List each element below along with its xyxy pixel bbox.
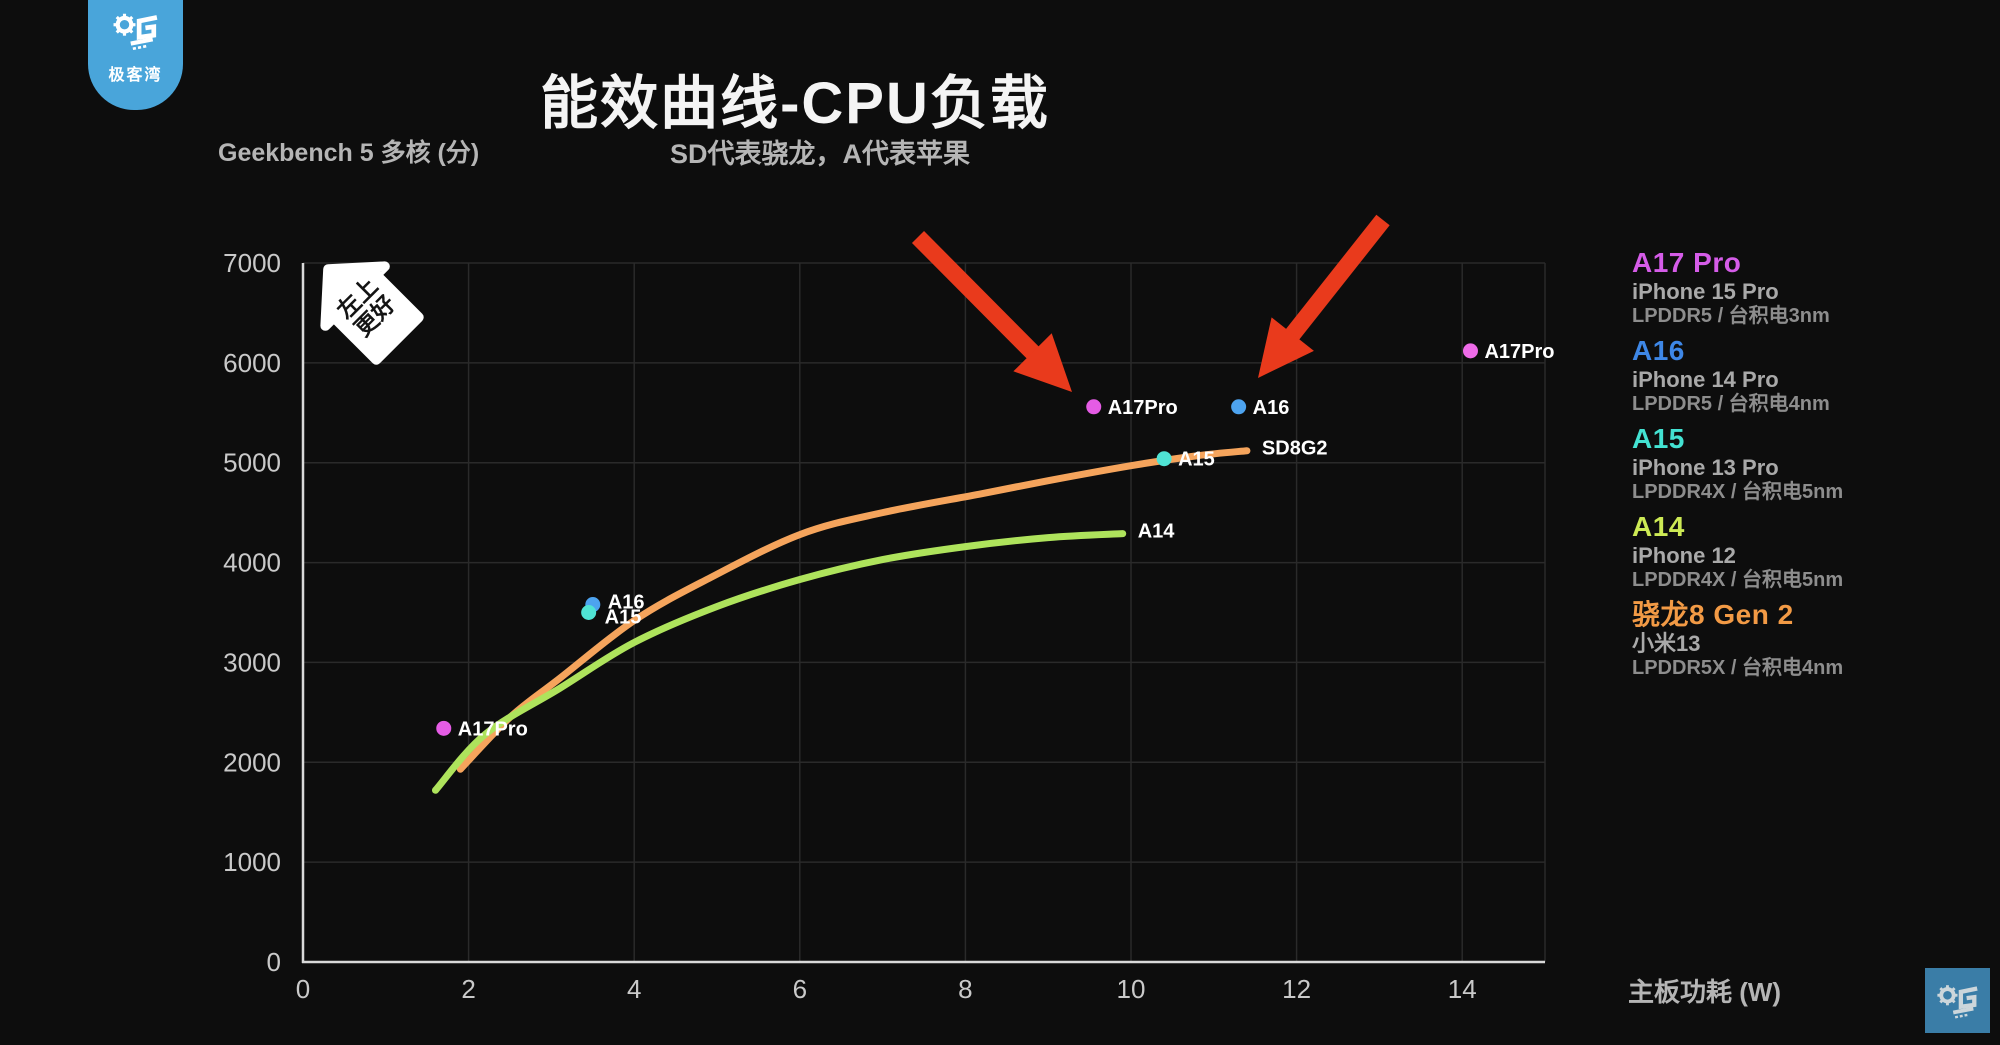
- legend-item-a16: A16 iPhone 14 Pro LPDDR5 / 台积电4nm: [1632, 336, 1962, 415]
- x-axis-title: 主板功耗 (W): [1628, 977, 1782, 1007]
- channel-watermark-badge: 极客湾: [88, 0, 183, 110]
- legend-item-a17pro: A17 Pro iPhone 15 Pro LPDDR5 / 台积电3nm: [1632, 248, 1962, 327]
- point-a17pro: [436, 720, 452, 736]
- point-a15: [1156, 451, 1172, 467]
- legend-chip-name: 骁龙8 Gen 2: [1632, 599, 1794, 630]
- point-a15: [581, 605, 597, 620]
- better-direction-badge: [320, 261, 424, 365]
- x-tick-label: 10: [1117, 974, 1146, 1004]
- channel-name: 极客湾: [108, 67, 163, 84]
- point-a17pro: [1462, 343, 1478, 359]
- legend-item-a14: A14 iPhone 12 LPDDR4X / 台积电5nm: [1632, 512, 1962, 591]
- y-tick-label: 6000: [223, 348, 281, 378]
- legend-item-a15: A15 iPhone 13 Pro LPDDR4X / 台积电5nm: [1632, 424, 1962, 503]
- point-label: A17Pro: [1484, 341, 1554, 363]
- legend-memory-info: LPDDR5X / 台积电4nm: [1632, 657, 1844, 679]
- point-a17pro: [1086, 399, 1102, 415]
- y-tick-label: 4000: [223, 548, 281, 578]
- legend-memory-info: LPDDR5 / 台积电3nm: [1632, 305, 1830, 327]
- geekerwan-logo-icon: [1935, 979, 1981, 1023]
- annotation-arrow-shaft: [911, 231, 1043, 362]
- page-subtitle: SD代表骁龙，A代表苹果: [669, 139, 970, 169]
- y-tick-label: 2000: [223, 747, 281, 777]
- legend-chip-name: A15: [1632, 423, 1685, 454]
- point-a16: [1231, 399, 1247, 415]
- y-tick-label: 5000: [223, 448, 281, 478]
- x-tick-label: 2: [461, 974, 475, 1004]
- point-label: A15: [1178, 449, 1215, 471]
- point-label: A17Pro: [458, 718, 528, 740]
- point-label: A17Pro: [1108, 397, 1178, 419]
- y-tick-label: 0: [267, 947, 281, 977]
- point-label: A16: [608, 592, 645, 614]
- curve-a14: [431, 530, 1127, 794]
- legend-device-name: 小米13: [1632, 631, 1701, 656]
- annotation-arrow-head: [1258, 317, 1314, 378]
- point-label: A16: [1253, 397, 1290, 419]
- legend-device-name: iPhone 14 Pro: [1632, 367, 1779, 392]
- legend-chip-name: A17 Pro: [1632, 247, 1742, 278]
- page-title: 能效曲线-CPU负载: [540, 71, 1050, 136]
- legend-item-sd8g2: 骁龙8 Gen 2 小米13 LPDDR5X / 台积电4nm: [1632, 600, 1962, 679]
- legend-memory-info: LPDDR4X / 台积电5nm: [1632, 481, 1844, 503]
- legend-device-name: iPhone 12: [1632, 543, 1736, 568]
- x-tick-label: 0: [296, 974, 310, 1004]
- point-label: A15: [605, 607, 642, 629]
- corner-logo-badge: [1925, 968, 1990, 1033]
- legend-device-name: iPhone 15 Pro: [1632, 279, 1779, 304]
- curve-sd8g2: [456, 447, 1251, 773]
- legend-chip-name: A16: [1632, 335, 1685, 366]
- legend-device-name: iPhone 13 Pro: [1632, 455, 1779, 480]
- legend-memory-info: LPDDR5 / 台积电4nm: [1632, 393, 1830, 415]
- annotation-arrow-shaft: [1282, 214, 1390, 344]
- curve-label-a14: A14: [1138, 521, 1176, 543]
- y-tick-label: 1000: [223, 847, 281, 877]
- x-tick-label: 6: [793, 974, 807, 1004]
- curve-label-sd8g2: SD8G2: [1262, 438, 1328, 460]
- legend-chip-name: A14: [1632, 511, 1685, 542]
- chip-legend: A17 Pro iPhone 15 Pro LPDDR5 / 台积电3nm A1…: [1632, 248, 1962, 688]
- legend-memory-info: LPDDR4X / 台积电5nm: [1632, 569, 1844, 591]
- x-tick-label: 8: [958, 974, 972, 1004]
- x-tick-label: 4: [627, 974, 641, 1004]
- x-tick-label: 14: [1448, 974, 1477, 1004]
- x-tick-label: 12: [1282, 974, 1311, 1004]
- y-tick-label: 7000: [223, 248, 281, 278]
- y-axis-title: Geekbench 5 多核 (分): [218, 139, 480, 167]
- annotation-arrow-head: [1013, 333, 1072, 392]
- y-tick-label: 3000: [223, 647, 281, 677]
